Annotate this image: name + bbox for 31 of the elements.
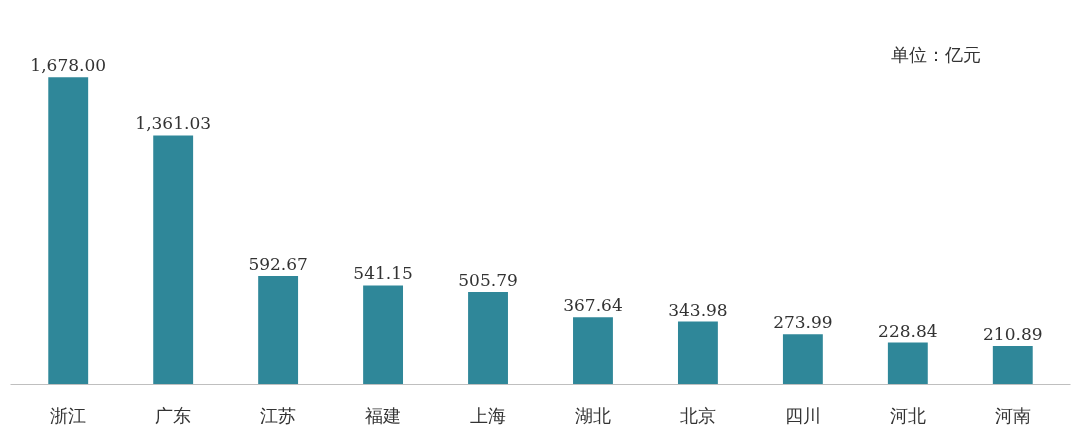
data-label: 541.15 <box>353 263 413 284</box>
bar <box>573 317 613 385</box>
bar <box>887 342 928 385</box>
x-tick-label: 河北 <box>889 404 926 426</box>
x-tick-label: 河南 <box>994 404 1031 426</box>
text: 单位：亿元 <box>891 43 982 65</box>
data-label: 1,361.03 <box>135 113 212 134</box>
bar <box>782 334 823 385</box>
x-tick-label: 北京 <box>679 404 716 426</box>
x-tick-label: 四川 <box>784 404 821 426</box>
data-label: 505.79 <box>458 269 518 290</box>
x-tick-label: 上海 <box>470 404 507 426</box>
x-tick-label: 湖北 <box>574 404 611 426</box>
bar <box>153 135 194 385</box>
data-label: 210.89 <box>983 323 1043 344</box>
data-label: 1,678.00 <box>30 55 107 76</box>
bar <box>363 285 404 385</box>
data-label: 273.99 <box>773 312 833 333</box>
x-tick-label: 浙江 <box>50 404 87 426</box>
data-label: 367.64 <box>563 295 623 316</box>
data-label: 228.84 <box>878 320 938 341</box>
x-tick-label: 广东 <box>155 404 192 426</box>
data-label: 343.98 <box>668 299 728 320</box>
bar <box>992 345 1033 385</box>
bar <box>48 77 89 385</box>
data-label: 592.67 <box>248 254 308 275</box>
bar <box>258 276 299 385</box>
bar <box>677 321 718 385</box>
x-tick-label: 江苏 <box>260 404 297 426</box>
x-tick-label: 福建 <box>365 404 402 426</box>
bar <box>468 291 508 385</box>
